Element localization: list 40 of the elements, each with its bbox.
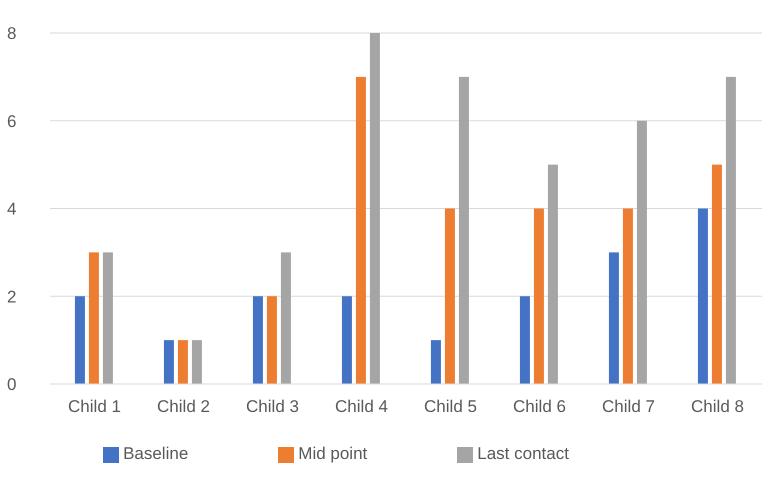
bar: [252, 296, 263, 384]
bar: [164, 340, 174, 384]
bar: [726, 76, 736, 384]
y-tick-label: 0: [7, 375, 16, 394]
x-tick-label: Child 6: [513, 397, 566, 416]
x-tick-label: Child 1: [68, 397, 121, 416]
bar: [548, 164, 558, 384]
bar: [370, 33, 380, 384]
x-tick-label: Child 5: [424, 397, 477, 416]
x-tick-label: Child 3: [246, 397, 299, 416]
legend-label: Mid point: [298, 444, 368, 463]
bar: [636, 120, 647, 384]
bar: [178, 340, 188, 384]
bar: [192, 340, 202, 384]
bar: [342, 296, 352, 384]
bar: [622, 208, 633, 384]
bar: [458, 76, 469, 384]
bar: [88, 252, 99, 384]
bar: [698, 208, 708, 384]
bar: [74, 296, 85, 384]
bar: [520, 296, 530, 384]
bar: [356, 76, 366, 384]
x-tick-label: Child 8: [691, 397, 744, 416]
legend-label: Baseline: [123, 444, 188, 463]
y-tick-label: 8: [7, 24, 16, 44]
y-tick-label: 2: [7, 287, 16, 306]
bar: [712, 164, 722, 384]
bar: [102, 252, 113, 384]
bar: [444, 208, 455, 384]
x-tick-label: Child 2: [157, 397, 210, 416]
y-tick-label: 4: [7, 200, 16, 219]
bar: [608, 252, 619, 384]
bar: [430, 340, 441, 384]
bar: [534, 208, 544, 384]
y-tick-label: 6: [7, 112, 16, 131]
bar: [280, 252, 291, 384]
legend-label: Last contact: [477, 444, 569, 463]
bar: [266, 296, 277, 384]
x-tick-label: Child 7: [602, 397, 655, 416]
x-tick-label: Child 4: [335, 397, 388, 416]
